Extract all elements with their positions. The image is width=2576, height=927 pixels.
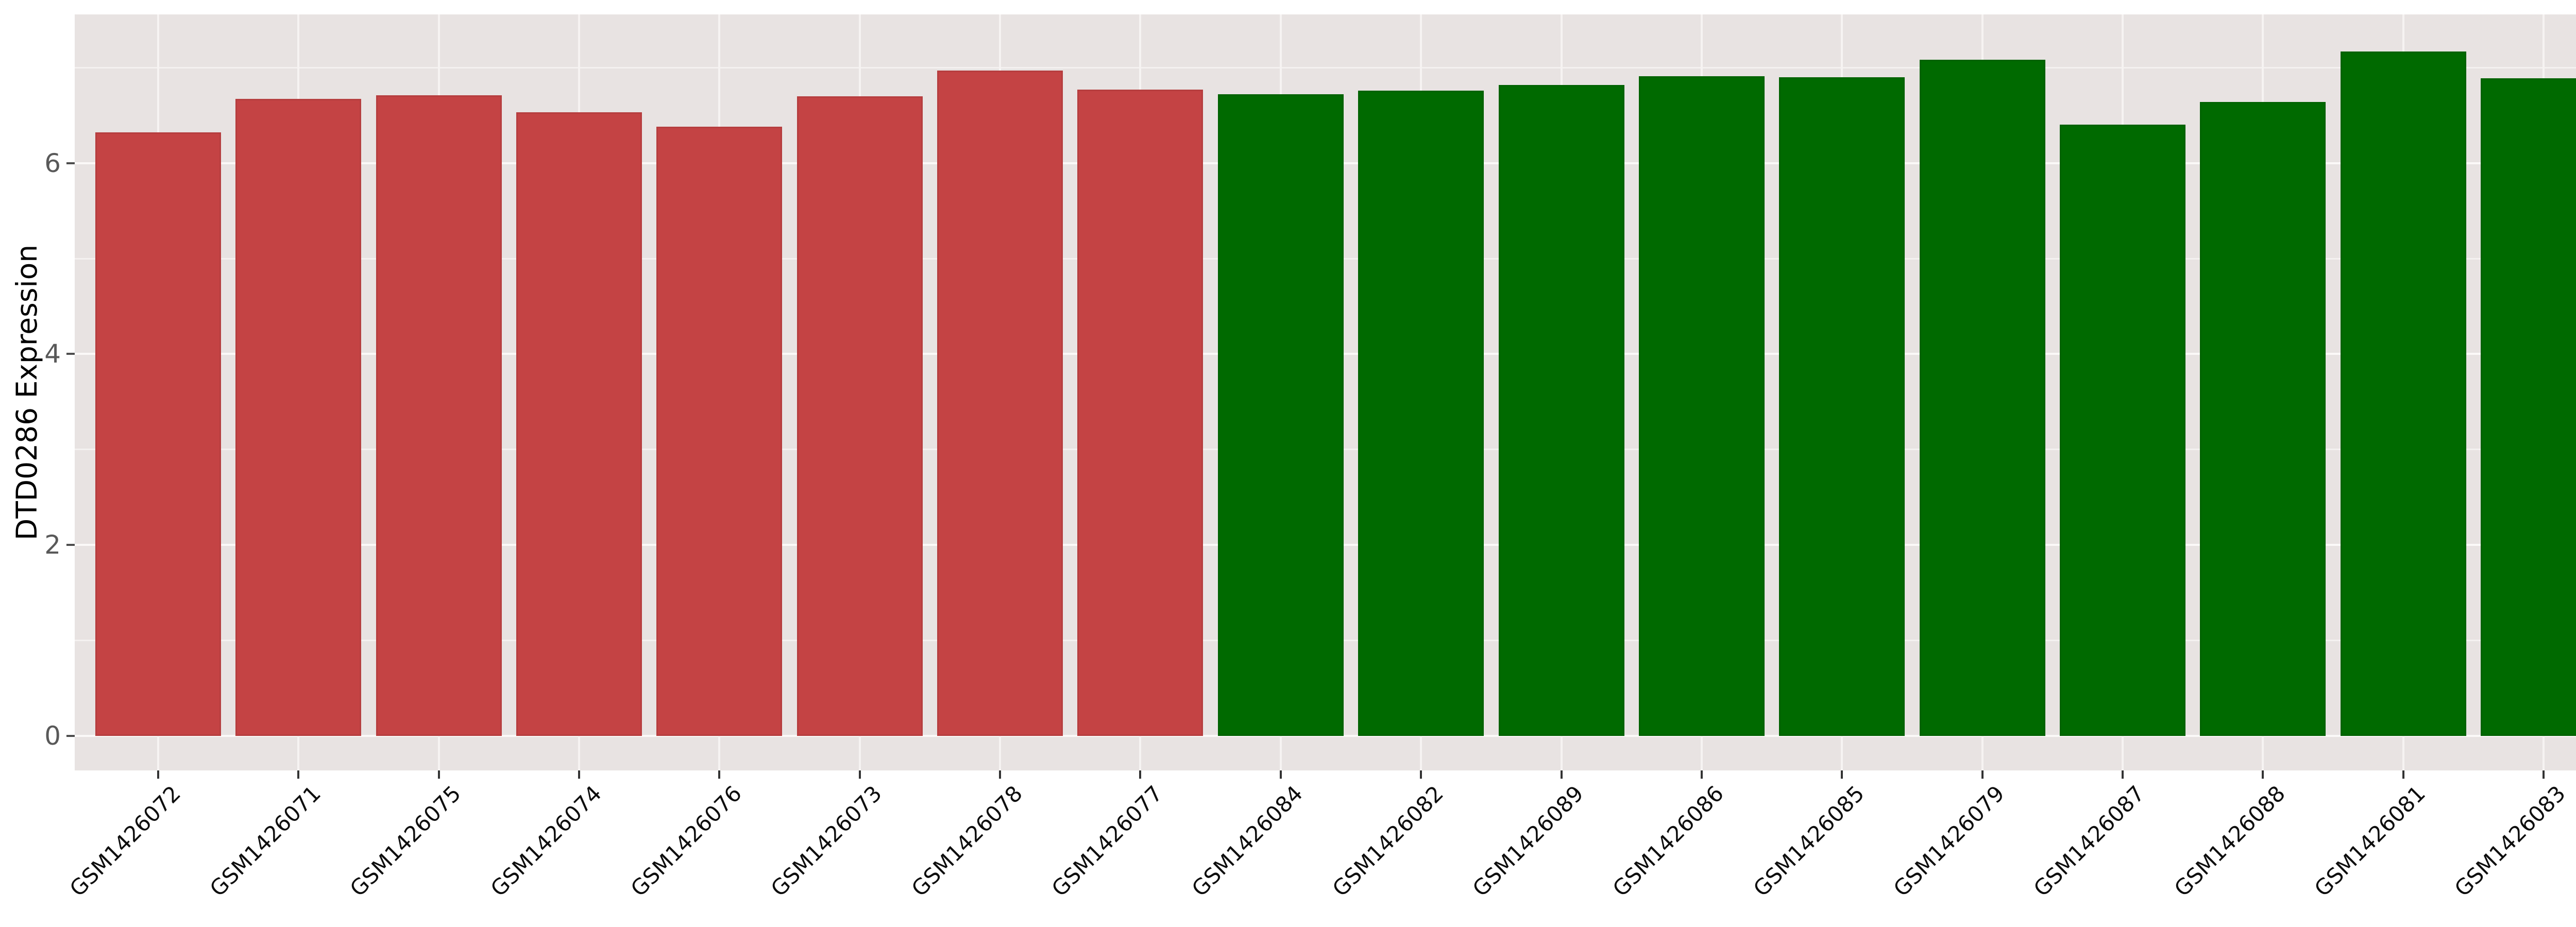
x-tick-label-GSM1426081: GSM1426081: [2309, 780, 2431, 902]
x-tick-mark-GSM1426074: [578, 770, 581, 779]
x-tick-mark-GSM1426088: [2262, 770, 2264, 779]
bar-GSM1426076: [656, 127, 783, 736]
x-tick-label-GSM1426074: GSM1426074: [485, 780, 606, 902]
bar-GSM1426088: [2200, 101, 2326, 736]
bar-GSM1426075: [376, 95, 502, 736]
bar-GSM1426079: [1919, 60, 2045, 736]
y-tick-label-2: 2: [44, 530, 61, 560]
x-tick-label-GSM1426078: GSM1426078: [906, 780, 1027, 902]
x-tick-mark-GSM1426071: [297, 770, 300, 779]
y-tick-label-6: 6: [44, 148, 61, 178]
x-tick-mark-GSM1426073: [858, 770, 861, 779]
x-tick-mark-GSM1426087: [2121, 770, 2124, 779]
x-tick-label-GSM1426082: GSM1426082: [1327, 780, 1448, 902]
bar-GSM1426074: [516, 112, 642, 736]
bar-GSM1426071: [235, 99, 362, 736]
x-tick-label-GSM1426084: GSM1426084: [1187, 780, 1308, 902]
x-tick-label-GSM1426073: GSM1426073: [766, 780, 887, 902]
bar-GSM1426077: [1077, 89, 1204, 736]
bar-GSM1426087: [2059, 125, 2185, 736]
bar-GSM1426085: [1779, 77, 1905, 736]
bar-GSM1426089: [1498, 84, 1624, 736]
x-tick-label-GSM1426083: GSM1426083: [2450, 780, 2571, 902]
y-tick-label-4: 4: [44, 339, 61, 369]
bar-GSM1426083: [2480, 78, 2576, 736]
y-tick-mark-2: [66, 544, 75, 546]
x-tick-label-GSM1426077: GSM1426077: [1046, 780, 1167, 902]
x-tick-mark-GSM1426076: [718, 770, 721, 779]
x-tick-mark-GSM1426081: [2402, 770, 2404, 779]
x-tick-label-GSM1426089: GSM1426089: [1467, 780, 1589, 902]
bar-GSM1426082: [1358, 90, 1484, 736]
y-tick-mark-4: [66, 353, 75, 355]
bar-GSM1426073: [796, 96, 923, 736]
plot-panel: [75, 14, 2576, 770]
bar-GSM1426084: [1217, 94, 1344, 736]
x-tick-mark-GSM1426089: [1560, 770, 1563, 779]
x-tick-mark-GSM1426084: [1279, 770, 1282, 779]
x-tick-mark-GSM1426082: [1420, 770, 1422, 779]
x-tick-label-GSM1426076: GSM1426076: [625, 780, 747, 902]
x-tick-mark-GSM1426077: [1139, 770, 1142, 779]
x-tick-label-GSM1426071: GSM1426071: [205, 780, 326, 902]
x-tick-mark-GSM1426078: [999, 770, 1002, 779]
x-tick-label-GSM1426079: GSM1426079: [1888, 780, 2010, 902]
x-tick-label-GSM1426086: GSM1426086: [1607, 780, 1729, 902]
major-gridline-y-0: [75, 735, 2576, 737]
x-tick-label-GSM1426087: GSM1426087: [2029, 780, 2150, 902]
x-tick-label-GSM1426085: GSM1426085: [1748, 780, 1869, 902]
x-tick-mark-GSM1426075: [437, 770, 440, 779]
y-tick-mark-0: [66, 735, 75, 737]
bar-GSM1426072: [95, 132, 221, 736]
x-tick-mark-GSM1426086: [1700, 770, 1703, 779]
x-tick-mark-GSM1426079: [1981, 770, 1984, 779]
x-tick-label-GSM1426088: GSM1426088: [2169, 780, 2290, 902]
minor-gridline-y-7: [75, 66, 2576, 68]
bar-GSM1426086: [1638, 76, 1765, 736]
x-tick-mark-GSM1426085: [1841, 770, 1843, 779]
x-tick-mark-GSM1426072: [157, 770, 159, 779]
y-tick-mark-6: [66, 162, 75, 164]
y-tick-label-0: 0: [44, 721, 61, 751]
x-tick-label-GSM1426072: GSM1426072: [64, 780, 185, 902]
x-tick-mark-GSM1426083: [2542, 770, 2545, 779]
bar-GSM1426078: [937, 70, 1063, 736]
bar-GSM1426081: [2340, 51, 2466, 736]
y-axis-label: DTD0286 Expression: [10, 244, 43, 541]
x-tick-label-GSM1426075: GSM1426075: [345, 780, 466, 902]
